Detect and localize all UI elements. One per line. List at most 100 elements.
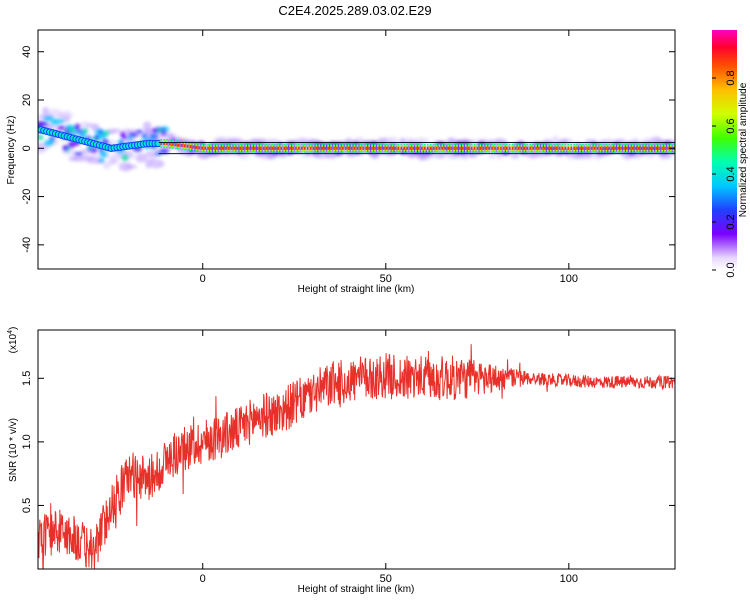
spectrogram-panel: 0 50 100 -40 -20 0 20 40 Height of straight li… [6, 29, 676, 295]
spectrogram-mid-cell [141, 133, 148, 139]
snr-y-tick-label: 1.0 [21, 434, 33, 449]
spectrogram-band-core [538, 146, 540, 150]
spectrogram-band-core [160, 141, 163, 146]
spectrogram-band-core [210, 146, 212, 150]
colorbar-ticks: 0.0 0.2 0.4 0.6 0.8 [712, 70, 737, 278]
snr-y-ticks: 0.5 1.0 1.5 [21, 371, 675, 513]
spectrogram-band-core [362, 146, 365, 150]
spectrogram-band-core [623, 146, 625, 150]
spectrogram-band-core [271, 146, 274, 150]
spectrogram-band-core [356, 146, 359, 150]
snr-y-tick-label: 0.5 [21, 498, 33, 513]
spectrogram-band-core [541, 146, 543, 150]
snr-x-tick-label: 50 [380, 573, 392, 585]
spectrogram-band-core [216, 146, 218, 150]
spectrogram-band-core [590, 146, 593, 150]
spectrogram-band-core [523, 146, 526, 150]
spectrogram-band-core [242, 146, 245, 150]
spectrogram-heatmap [38, 107, 675, 172]
spectrogram-band-core [315, 146, 318, 150]
spectrogram-band-core [248, 146, 250, 150]
spectrogram-band-core [347, 146, 350, 150]
spectrogram-band-core [467, 146, 470, 150]
spectrogram-band-core [227, 146, 230, 150]
spectrogram-band-core [245, 146, 247, 150]
spectrogram-band-core [213, 146, 215, 150]
spectrogram-band-core [418, 146, 420, 150]
spectrogram-band-core [637, 146, 640, 150]
spectrogram-x-tick-label: 50 [380, 273, 392, 285]
colorbar-label: Normalized spectral amplitude [738, 82, 749, 217]
spectrogram-band-core [265, 146, 268, 150]
spectrogram-band-core [318, 146, 321, 150]
spectrogram-y-tick-label: -40 [21, 237, 33, 253]
spectrogram-band-core [268, 146, 271, 150]
spectrogram-y-tick-label: 20 [21, 94, 33, 106]
spectrogram-band-core [195, 145, 198, 150]
spectrogram-mid-cell [73, 131, 78, 135]
spectrogram-band-core [579, 146, 581, 150]
spectrogram-mid-cell [620, 147, 631, 152]
spectrogram-mid-cell [100, 151, 108, 158]
spectrogram-band-core [626, 146, 628, 150]
spectrogram-band-core [236, 146, 239, 150]
spectrogram-mid-cell [512, 146, 522, 153]
snr-panel: 0 50 100 0.5 1.0 1.5 Height of straight line… [7, 327, 676, 595]
spectrogram-band-core [189, 145, 192, 149]
spectrogram-band-core [438, 146, 441, 150]
spectrogram-band-core [503, 146, 505, 150]
spectrogram-band-core [423, 146, 426, 150]
spectrogram-band-core [309, 146, 312, 150]
spectrogram-band-core [204, 146, 206, 150]
spectrogram-band-core [218, 146, 221, 150]
spectrogram-y-label: Frequency (Hz) [6, 116, 17, 185]
spectrogram-band-core [500, 146, 502, 150]
spectrogram-band-core [529, 146, 532, 150]
spectrogram-band-core [476, 146, 479, 150]
spectrogram-band-core [327, 146, 329, 150]
spectrogram-mid-cell [74, 152, 83, 156]
spectrogram-mid-cell [150, 133, 159, 140]
spectrogram-band-core [505, 146, 508, 150]
spectrogram-band-core [426, 146, 429, 150]
snr-multiplier: (x104) [7, 327, 19, 354]
spectrogram-mid-cell [159, 148, 169, 154]
spectrogram-band-core [555, 146, 558, 150]
spectrogram-band-core [631, 146, 634, 150]
spectrogram-band-core [400, 146, 403, 150]
spectrogram-band-core [292, 146, 294, 150]
spectrogram-mid-cell [121, 154, 129, 161]
spectrogram-band-core [514, 146, 517, 150]
spectrogram-band-core [368, 146, 370, 150]
spectrogram-band-core [262, 146, 265, 150]
snr-x-tick-label: 100 [560, 573, 578, 585]
spectrogram-band-core [166, 141, 168, 146]
spectrogram-band-core [359, 146, 362, 150]
spectrogram-band-core [585, 146, 587, 150]
spectrogram-band-core [634, 146, 637, 150]
spectrogram-band-core [517, 146, 520, 150]
spectrogram-band-core [508, 146, 511, 150]
spectrogram-mid-cell [378, 143, 387, 150]
spectrogram-band-core [561, 146, 564, 150]
spectrogram-band-core [453, 146, 455, 150]
spectrogram-halo-cell [145, 150, 161, 158]
spectrogram-y-ticks: -40 -20 0 20 40 [21, 46, 675, 253]
spectrogram-band-core [421, 146, 423, 150]
colorbar-tick-label: 0.0 [725, 262, 737, 277]
spectrogram-band-core [488, 146, 491, 150]
spectrogram-band-core [552, 146, 555, 150]
spectrogram-band-core [388, 146, 391, 150]
snr-x-tick-label: 0 [200, 573, 206, 585]
snr-x-ticks: 0 50 100 [200, 330, 578, 585]
spectrogram-band-core [646, 146, 649, 150]
spectrogram-band-core [479, 146, 482, 150]
spectrogram-band-core [549, 146, 552, 150]
spectrogram-band-core [336, 146, 338, 150]
spectrogram-band-core [403, 146, 406, 150]
spectrogram-band-core [412, 146, 414, 150]
spectrogram-band-core [172, 142, 174, 146]
spectrogram-band-core [441, 146, 444, 150]
spectrogram-band-core [289, 146, 291, 150]
spectrogram-mid-cell [135, 129, 144, 134]
